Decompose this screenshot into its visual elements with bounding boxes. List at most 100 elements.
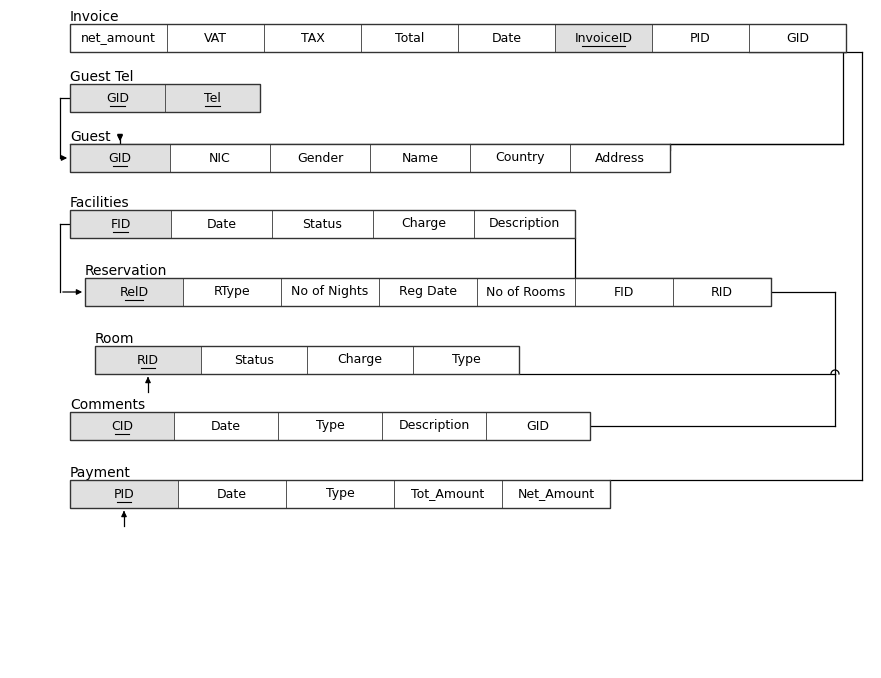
- Bar: [85, 278, 771, 306]
- Text: Date: Date: [217, 487, 247, 500]
- Text: Country: Country: [495, 151, 544, 165]
- Bar: [382, 412, 486, 440]
- Text: Room: Room: [95, 332, 135, 346]
- Bar: [70, 210, 575, 238]
- Text: CID: CID: [111, 420, 133, 433]
- Bar: [749, 24, 846, 52]
- Text: Description: Description: [398, 420, 470, 433]
- Bar: [170, 144, 270, 172]
- Bar: [70, 480, 178, 508]
- Bar: [178, 480, 286, 508]
- Text: Gender: Gender: [297, 151, 343, 165]
- Text: Type: Type: [326, 487, 354, 500]
- Text: Type: Type: [452, 353, 480, 367]
- Bar: [70, 24, 846, 52]
- Bar: [70, 412, 590, 440]
- Text: RID: RID: [711, 285, 733, 298]
- Bar: [264, 24, 361, 52]
- Bar: [85, 278, 183, 306]
- Bar: [458, 24, 555, 52]
- Bar: [502, 480, 610, 508]
- Text: GID: GID: [527, 420, 550, 433]
- Text: Date: Date: [492, 31, 522, 45]
- Text: Description: Description: [489, 218, 560, 231]
- Bar: [379, 278, 477, 306]
- Text: net_amount: net_amount: [81, 31, 156, 45]
- Text: Date: Date: [211, 420, 241, 433]
- Text: RelD: RelD: [120, 285, 149, 298]
- Bar: [272, 210, 373, 238]
- Bar: [70, 144, 670, 172]
- Bar: [286, 480, 394, 508]
- Bar: [278, 412, 382, 440]
- Bar: [474, 210, 575, 238]
- Text: Reg Date: Reg Date: [399, 285, 457, 298]
- Bar: [281, 278, 379, 306]
- Bar: [174, 412, 278, 440]
- Text: GID: GID: [108, 151, 131, 165]
- Text: Tel: Tel: [204, 92, 221, 104]
- Bar: [361, 24, 458, 52]
- Text: Address: Address: [595, 151, 645, 165]
- Text: Status: Status: [302, 218, 343, 231]
- Text: TAX: TAX: [300, 31, 324, 45]
- Text: Net_Amount: Net_Amount: [517, 487, 595, 500]
- Text: Type: Type: [315, 420, 344, 433]
- Bar: [95, 346, 519, 374]
- Bar: [171, 210, 272, 238]
- Text: Guest Tel: Guest Tel: [70, 70, 134, 84]
- Bar: [373, 210, 474, 238]
- Text: Name: Name: [402, 151, 439, 165]
- Text: Status: Status: [234, 353, 274, 367]
- Text: Invoice: Invoice: [70, 10, 120, 24]
- Bar: [70, 412, 174, 440]
- Bar: [575, 278, 673, 306]
- Bar: [70, 480, 610, 508]
- Bar: [95, 346, 201, 374]
- Bar: [167, 24, 264, 52]
- Bar: [70, 84, 260, 112]
- Bar: [486, 412, 590, 440]
- Bar: [370, 144, 470, 172]
- Bar: [270, 144, 370, 172]
- Bar: [470, 144, 570, 172]
- Text: InvoiceID: InvoiceID: [574, 31, 633, 45]
- Text: Payment: Payment: [70, 466, 131, 480]
- Bar: [413, 346, 519, 374]
- Text: FID: FID: [110, 218, 130, 231]
- Bar: [201, 346, 307, 374]
- Text: PID: PID: [114, 487, 135, 500]
- Text: VAT: VAT: [204, 31, 227, 45]
- Bar: [394, 480, 502, 508]
- Text: Guest: Guest: [70, 130, 111, 144]
- Text: Charge: Charge: [401, 218, 446, 231]
- Text: Charge: Charge: [337, 353, 382, 367]
- Text: GID: GID: [106, 92, 129, 104]
- Text: No of Nights: No of Nights: [292, 285, 368, 298]
- Text: RID: RID: [137, 353, 159, 367]
- Text: PID: PID: [690, 31, 711, 45]
- Bar: [477, 278, 575, 306]
- Text: Date: Date: [206, 218, 236, 231]
- Bar: [555, 24, 652, 52]
- Text: No of Rooms: No of Rooms: [486, 285, 566, 298]
- Bar: [70, 84, 165, 112]
- Bar: [673, 278, 771, 306]
- Text: FID: FID: [614, 285, 634, 298]
- Bar: [307, 346, 413, 374]
- Bar: [652, 24, 749, 52]
- Bar: [570, 144, 670, 172]
- Bar: [183, 278, 281, 306]
- Bar: [165, 84, 260, 112]
- Bar: [70, 210, 171, 238]
- Bar: [70, 144, 170, 172]
- Text: Tot_Amount: Tot_Amount: [411, 487, 485, 500]
- Text: Facilities: Facilities: [70, 196, 130, 210]
- Text: Comments: Comments: [70, 398, 145, 412]
- Text: Reservation: Reservation: [85, 264, 167, 278]
- Text: GID: GID: [786, 31, 809, 45]
- Text: Total: Total: [395, 31, 424, 45]
- Text: RType: RType: [214, 285, 250, 298]
- Text: NIC: NIC: [209, 151, 231, 165]
- Bar: [70, 24, 167, 52]
